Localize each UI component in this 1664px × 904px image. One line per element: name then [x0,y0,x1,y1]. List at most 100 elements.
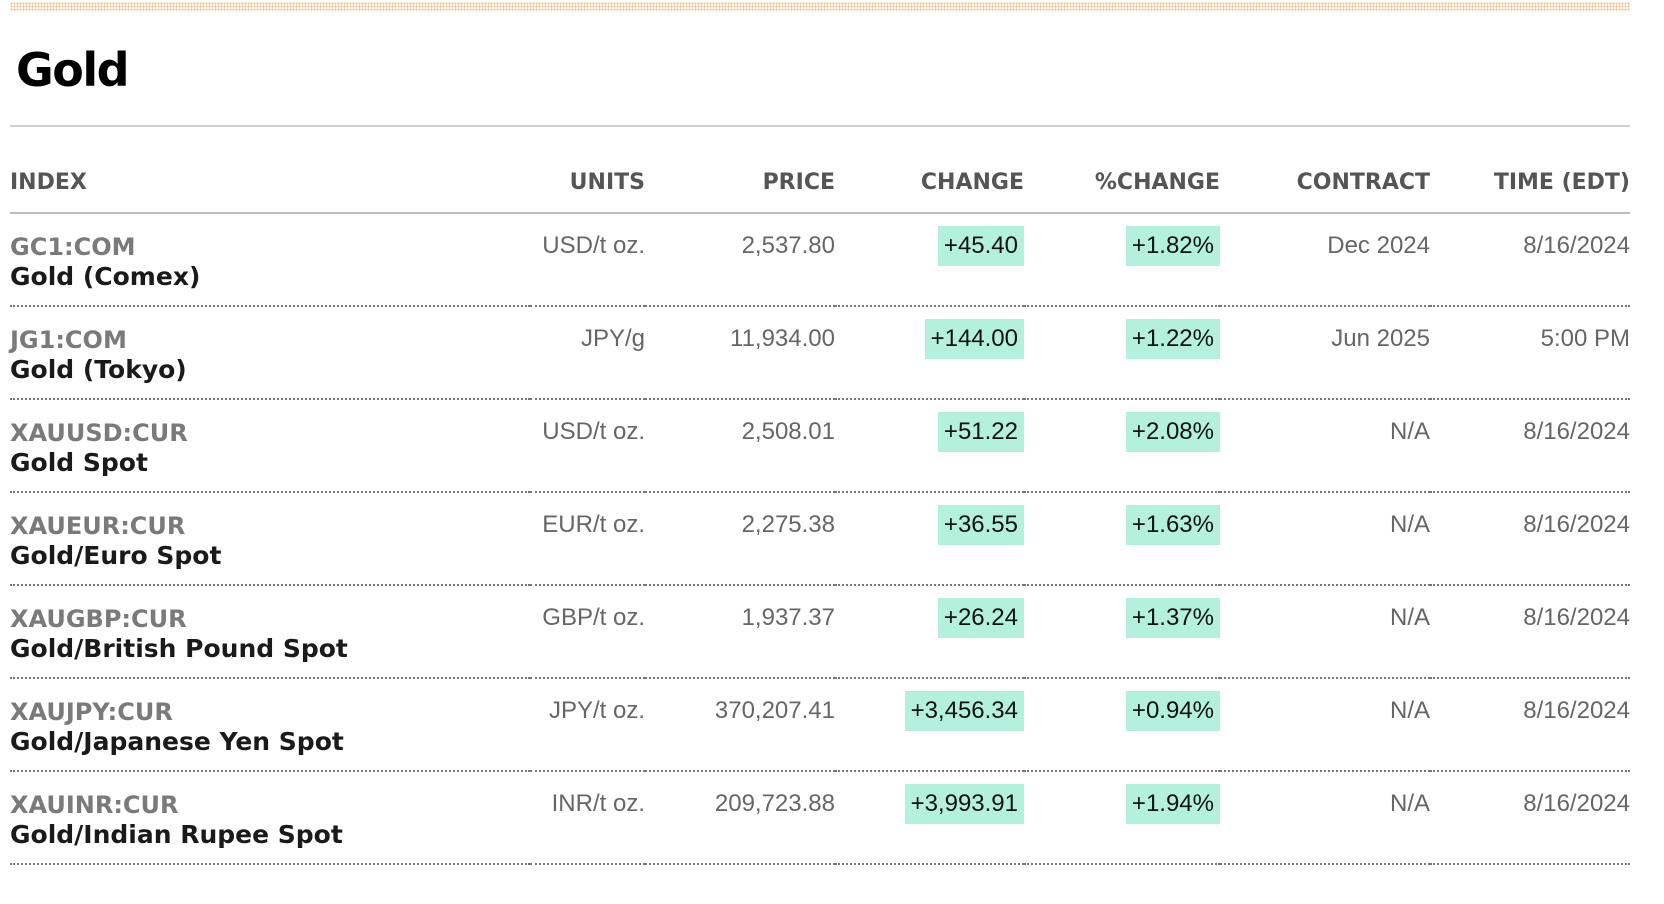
price-value: 11,934.00 [730,325,835,352]
index-cell: GC1:COM Gold (Comex) [10,213,530,307]
price-value: 1,937.37 [741,604,835,631]
table-row[interactable]: GC1:COM Gold (Comex) USD/t oz. 2,537.80 +45.… [10,213,1630,307]
time-value: 8/16/2024 [1523,697,1630,724]
change-cell: +144.00 [835,306,1024,400]
time-cell: 8/16/2024 [1430,213,1630,307]
ticker-link[interactable]: XAUGBP:CUR [10,605,187,633]
index-cell: XAUGBP:CUR Gold/British Pound Spot [10,585,530,679]
units-value: JPY/t oz. [548,697,645,724]
change-cell: +3,993.91 [835,771,1024,865]
instrument-name-link[interactable]: Gold/British Pound Spot [10,634,348,663]
change-cell: +36.55 [835,492,1024,586]
price-cell: 1,937.37 [645,585,835,679]
units-value: USD/t oz. [542,232,645,259]
table-row[interactable]: XAUGBP:CUR Gold/British Pound Spot GBP/t o… [10,585,1630,679]
units-value: USD/t oz. [542,418,645,445]
change-badge: +45.40 [937,226,1024,266]
pct-change-badge: +1.94% [1125,784,1220,824]
instrument-name-link[interactable]: Gold (Comex) [10,262,201,291]
change-badge: +3,456.34 [904,691,1024,731]
contract-cell: N/A [1220,399,1430,493]
price-cell: 2,537.80 [645,213,835,307]
time-cell: 5:00 PM [1430,306,1630,400]
pct-change-badge: +1.63% [1125,505,1220,545]
table-row[interactable]: XAUINR:CUR Gold/Indian Rupee Spot INR/t oz… [10,771,1630,865]
ticker-link[interactable]: GC1:COM [10,233,136,261]
pct-change-cell: +0.94% [1024,678,1220,772]
time-cell: 8/16/2024 [1430,678,1630,772]
index-cell: XAUJPY:CUR Gold/Japanese Yen Spot [10,678,530,772]
contract-value: Dec 2024 [1327,232,1430,259]
table-header: INDEX UNITS PRICE CHANGE %CHANGE CONTRAC… [10,152,1630,214]
instrument-name-link[interactable]: Gold Spot [10,448,148,477]
change-cell: +45.40 [835,213,1024,307]
header-index: INDEX [10,152,530,214]
contract-value: N/A [1389,604,1430,631]
instrument-name-link[interactable]: Gold/Euro Spot [10,541,222,570]
change-cell: +26.24 [835,585,1024,679]
units-value: GBP/t oz. [542,604,645,631]
change-badge: +26.24 [937,598,1024,638]
change-cell: +51.22 [835,399,1024,493]
header-time: TIME (EDT) [1430,152,1630,214]
time-value: 8/16/2024 [1523,604,1630,631]
pct-change-cell: +1.37% [1024,585,1220,679]
ticker-link[interactable]: XAUINR:CUR [10,791,179,819]
table-row[interactable]: XAUUSD:CUR Gold Spot USD/t oz. 2,508.01 +51.… [10,399,1630,493]
price-value: 370,207.41 [714,697,835,724]
time-cell: 8/16/2024 [1430,399,1630,493]
table-body: GC1:COM Gold (Comex) USD/t oz. 2,537.80 +45.… [10,213,1630,865]
table-row[interactable]: XAUJPY:CUR Gold/Japanese Yen Spot JPY/t oz… [10,678,1630,772]
change-cell: +3,456.34 [835,678,1024,772]
time-cell: 8/16/2024 [1430,585,1630,679]
instrument-name-link[interactable]: Gold (Tokyo) [10,355,187,384]
units-cell: JPY/g [530,306,645,400]
ticker-link[interactable]: XAUJPY:CUR [10,698,173,726]
instrument-name-link[interactable]: Gold/Indian Rupee Spot [10,820,343,849]
contract-cell: N/A [1220,678,1430,772]
ticker-link[interactable]: XAUEUR:CUR [10,512,186,540]
time-cell: 8/16/2024 [1430,771,1630,865]
time-value: 8/16/2024 [1523,418,1630,445]
price-cell: 209,723.88 [645,771,835,865]
time-value: 8/16/2024 [1523,511,1630,538]
gold-quotes-table: INDEX UNITS PRICE CHANGE %CHANGE CONTRAC… [10,152,1630,865]
contract-value: N/A [1389,418,1430,445]
change-badge: +144.00 [924,319,1024,359]
ticker-link[interactable]: XAUUSD:CUR [10,419,188,447]
top-dotted-rule [10,2,1630,11]
price-value: 2,537.80 [741,232,835,259]
table-row[interactable]: XAUEUR:CUR Gold/Euro Spot EUR/t oz. 2,275.3… [10,492,1630,586]
price-cell: 2,508.01 [645,399,835,493]
change-badge: +36.55 [937,505,1024,545]
units-cell: EUR/t oz. [530,492,645,586]
header-units: UNITS [530,152,645,214]
units-cell: INR/t oz. [530,771,645,865]
index-cell: XAUUSD:CUR Gold Spot [10,399,530,493]
instrument-name-link[interactable]: Gold/Japanese Yen Spot [10,727,344,756]
pct-change-cell: +1.22% [1024,306,1220,400]
pct-change-badge: +1.37% [1125,598,1220,638]
pct-change-badge: +1.82% [1125,226,1220,266]
change-badge: +51.22 [937,412,1024,452]
contract-cell: N/A [1220,492,1430,586]
units-value: INR/t oz. [551,790,645,817]
table-row[interactable]: JG1:COM Gold (Tokyo) JPY/g 11,934.00 +144.00… [10,306,1630,400]
contract-value: N/A [1389,790,1430,817]
time-value: 5:00 PM [1540,325,1630,352]
price-value: 209,723.88 [714,790,835,817]
units-cell: JPY/t oz. [530,678,645,772]
contract-value: Jun 2025 [1331,325,1430,352]
contract-value: N/A [1389,697,1430,724]
pct-change-cell: +1.94% [1024,771,1220,865]
header-change: CHANGE [835,152,1024,214]
price-cell: 370,207.41 [645,678,835,772]
units-cell: USD/t oz. [530,399,645,493]
time-value: 8/16/2024 [1523,232,1630,259]
pct-change-cell: +1.82% [1024,213,1220,307]
change-badge: +3,993.91 [904,784,1024,824]
ticker-link[interactable]: JG1:COM [10,326,127,354]
index-cell: JG1:COM Gold (Tokyo) [10,306,530,400]
pct-change-badge: +2.08% [1125,412,1220,452]
index-cell: XAUINR:CUR Gold/Indian Rupee Spot [10,771,530,865]
